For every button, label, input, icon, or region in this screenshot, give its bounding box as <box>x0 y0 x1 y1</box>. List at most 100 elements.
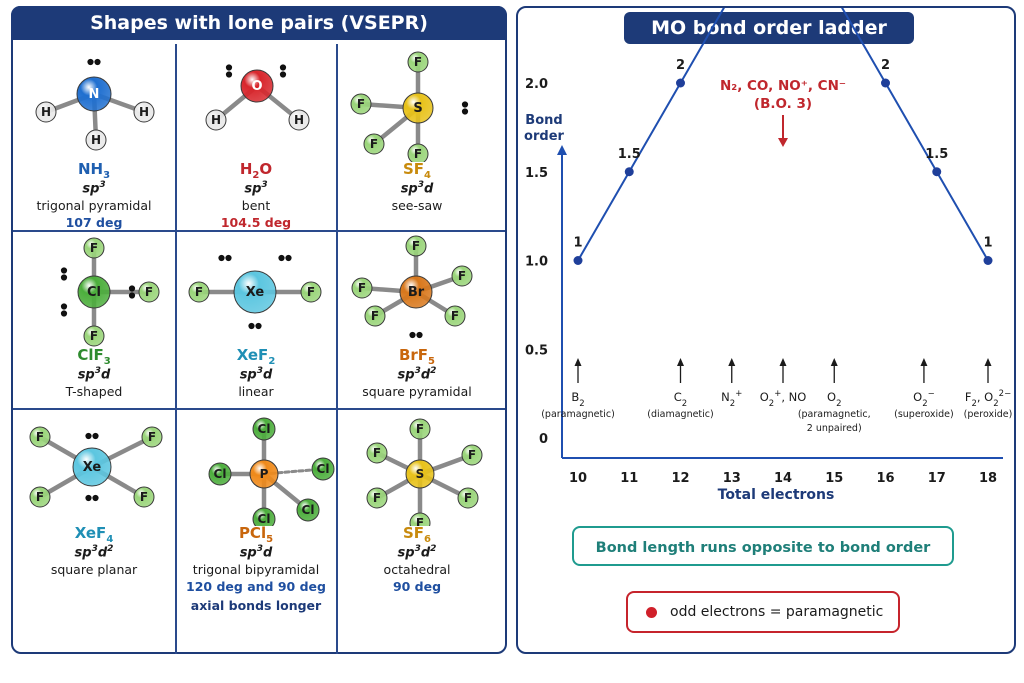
x-tick-label: 10 <box>569 471 587 486</box>
data-label: 1.5 <box>925 147 948 162</box>
xe-atom <box>233 270 277 314</box>
f-atom-label: F <box>468 448 476 462</box>
f-atom-label: F <box>370 137 378 151</box>
shape-label: bent <box>241 198 271 213</box>
species-label: B2 <box>571 390 584 409</box>
species-description: (paramagnetic) <box>541 409 615 420</box>
molecule-model: F F F Cl <box>60 237 160 347</box>
h-atom-label: H <box>91 133 101 147</box>
o-atom-label: O <box>251 79 262 94</box>
br-atom <box>399 275 433 309</box>
lone-pair-dot <box>94 58 101 66</box>
species-description: (diamagnetic) <box>647 409 713 420</box>
xe-atom-label: Xe <box>83 460 102 475</box>
f-atom <box>83 237 105 259</box>
data-point <box>881 78 890 88</box>
f-atom <box>409 418 431 440</box>
molecule-model: F F F F Xe <box>29 426 163 508</box>
h-atom-label: H <box>211 113 221 127</box>
s-atom <box>405 459 435 489</box>
f-atom <box>300 281 322 303</box>
species-label: O2+, NO <box>760 389 807 409</box>
f-atom <box>407 51 429 73</box>
data-point <box>573 256 583 265</box>
lone-pair-dot <box>60 274 68 281</box>
annotation-bond-order: (B.O. 3) <box>754 96 812 112</box>
f-atom-label: F <box>416 516 424 526</box>
data-label: 2 <box>881 58 890 73</box>
lone-pair-dot <box>60 267 68 274</box>
y-tick-label: 0 <box>539 432 548 447</box>
x-tick-label: 17 <box>928 471 946 486</box>
shape-label: linear <box>238 384 274 399</box>
data-label: 2 <box>676 58 685 73</box>
vsepr-panel: Shapes with lone pairs (VSEPR) H H H N NH3 sp… <box>11 6 507 654</box>
molecule-formula: H2O <box>239 160 273 181</box>
molecule-formula: SF6 <box>402 524 432 545</box>
f-atom <box>83 325 105 347</box>
f-atom <box>444 305 466 327</box>
molecule-card: F F F F F Br BrF5 sp3d2 square pyramidal <box>336 230 498 410</box>
cl-atom-label: Cl <box>258 422 271 436</box>
data-point <box>932 167 942 177</box>
molecule-formula: BrF5 <box>398 346 436 367</box>
f-atom-label: F <box>148 430 156 444</box>
molecule-model: F F F F F F S <box>366 418 483 526</box>
shape-label: square planar <box>50 562 138 577</box>
xe-atom <box>72 447 112 487</box>
molecule-formula: SF4 <box>402 160 432 181</box>
arrow-down-icon <box>778 138 788 147</box>
molecule-card: F F F F Xe XeF4 sp3d2 square planar <box>13 408 175 588</box>
species-label: O2 <box>827 390 841 409</box>
arrow-up-icon <box>984 358 992 366</box>
lone-pair-dot <box>87 58 94 66</box>
lone-pair-dot <box>409 331 416 339</box>
f-atom-label: F <box>358 281 366 295</box>
hybridization-label: sp3d <box>239 366 273 383</box>
y-tick-label: 2.0 <box>525 77 548 92</box>
grid-divider <box>13 408 505 410</box>
f-atom <box>350 93 372 115</box>
lone-pair-dot <box>278 254 285 262</box>
arrow-up-icon <box>728 358 736 366</box>
f-atom-label: F <box>464 491 472 505</box>
x-tick-label: 12 <box>671 471 689 486</box>
h-atom <box>85 129 107 151</box>
hybridization-label: sp3d <box>400 180 434 197</box>
f-atom <box>461 444 483 466</box>
arrow-up-icon <box>574 358 582 366</box>
species-label: F2, O22− <box>965 389 1011 409</box>
f-atom-label: F <box>140 490 148 504</box>
hybridization-label: sp3d2 <box>74 544 114 561</box>
molecule-card: H H O H2O sp3 bent 104.5 deg <box>175 44 337 230</box>
cl-atom <box>311 457 335 481</box>
f-atom-label: F <box>373 491 381 505</box>
bond-order-line <box>577 8 989 262</box>
n-atom <box>76 76 112 112</box>
f-atom-label: F <box>36 490 44 504</box>
molecule-card: F F Xe XeF2 sp3d linear <box>175 230 337 410</box>
vsepr-title: Shapes with lone pairs (VSEPR) <box>11 6 507 40</box>
shape-label: octahedral <box>383 562 451 577</box>
lone-pair-dot <box>248 322 255 330</box>
molecule-model: H H H N <box>35 58 155 151</box>
molecule-formula: NH3 <box>77 160 111 181</box>
h-atom <box>205 109 227 131</box>
species-description: (peroxide) <box>964 409 1013 420</box>
s-atom-label: S <box>416 467 425 481</box>
bond-angle-label: 120 deg and 90 deg <box>186 579 326 594</box>
molecule-card: H H H N NH3 sp3 trigonal pyramidal 107 deg <box>13 44 175 230</box>
f-atom-label: F <box>357 97 365 111</box>
cl-atom-label: Cl <box>214 467 227 481</box>
y-axis-title: order <box>524 129 564 144</box>
molecule-card: F F F F S SF4 sp3d see-saw <box>336 44 498 224</box>
species-description: 2 unpaired) <box>807 423 862 434</box>
molecule-formula: PCl5 <box>238 524 274 545</box>
f-atom <box>407 143 429 162</box>
molecule-model: Cl Cl Cl Cl Cl P <box>208 417 335 526</box>
x-tick-label: 18 <box>979 471 997 486</box>
y-tick-label: 1.5 <box>525 166 548 181</box>
y-tick-label: 0.5 <box>525 343 548 358</box>
cl-atom <box>77 275 111 309</box>
cl-atom-label: Cl <box>317 462 330 476</box>
